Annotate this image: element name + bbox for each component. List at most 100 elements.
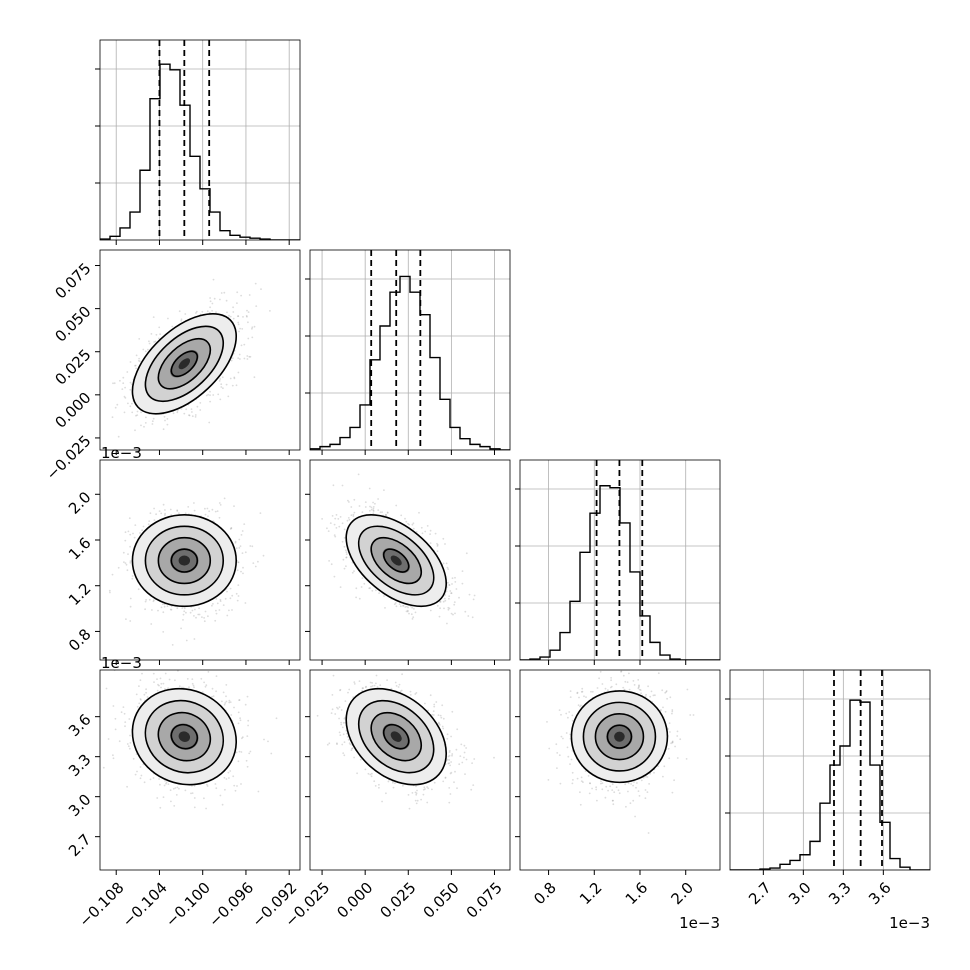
sample-point xyxy=(331,515,334,517)
sample-point xyxy=(172,787,175,790)
sample-point xyxy=(194,416,197,418)
sample-point xyxy=(208,421,211,424)
sample-point xyxy=(407,606,409,609)
sample-point xyxy=(139,360,141,363)
sample-point xyxy=(147,523,150,526)
contour-2 xyxy=(157,337,212,390)
sample-point xyxy=(124,539,127,542)
sample-point xyxy=(240,294,243,297)
sample-point xyxy=(148,342,151,345)
sample-point xyxy=(227,395,230,398)
sample-point xyxy=(176,510,179,512)
sample-point xyxy=(139,777,142,780)
histogram-step-1 xyxy=(310,275,510,450)
sample-point xyxy=(333,523,336,526)
sample-point xyxy=(241,552,244,554)
sample-point xyxy=(129,388,132,391)
sample-point xyxy=(153,507,156,510)
density-level-4 xyxy=(178,555,191,566)
sample-point xyxy=(133,536,136,539)
sample-point xyxy=(191,678,194,680)
sample-point xyxy=(439,601,442,603)
sample-point xyxy=(155,513,158,516)
sample-point xyxy=(454,581,457,583)
sample-point xyxy=(238,538,241,541)
sample-point xyxy=(163,605,166,608)
sample-point xyxy=(237,315,240,317)
sample-point xyxy=(220,386,223,388)
sample-point xyxy=(347,517,350,519)
sample-point xyxy=(364,506,367,508)
sample-point xyxy=(217,393,220,396)
sample-point xyxy=(335,527,338,529)
sample-point xyxy=(174,679,176,682)
sample-point xyxy=(206,310,209,313)
sample-point xyxy=(238,547,241,549)
sample-point xyxy=(421,532,424,535)
sample-point xyxy=(129,381,132,384)
sample-point xyxy=(241,328,244,330)
pair-content xyxy=(100,497,265,646)
sample-point xyxy=(429,609,432,612)
sample-point xyxy=(253,376,256,379)
sample-point xyxy=(183,607,186,610)
sample-point xyxy=(140,411,143,414)
sample-point xyxy=(192,684,195,687)
sample-point xyxy=(355,587,358,590)
sample-point xyxy=(164,512,167,515)
sample-point xyxy=(358,505,361,507)
sample-point xyxy=(138,685,140,687)
sample-point xyxy=(129,561,132,564)
sample-point xyxy=(185,408,188,411)
sample-point xyxy=(131,575,134,577)
sample-point xyxy=(351,571,354,574)
sample-point xyxy=(125,563,128,566)
sample-point xyxy=(186,678,189,680)
sample-point xyxy=(163,784,166,787)
sample-point xyxy=(224,788,226,791)
sample-point xyxy=(134,364,137,367)
sample-point xyxy=(411,523,414,526)
sample-point xyxy=(207,615,209,618)
sample-point xyxy=(211,604,213,607)
sample-point xyxy=(352,513,355,516)
sample-point xyxy=(395,605,398,608)
marginal-panel-3 xyxy=(725,669,931,871)
sample-point xyxy=(338,525,341,528)
contour-1 xyxy=(144,325,225,403)
sample-point xyxy=(436,542,438,545)
sample-point xyxy=(124,721,127,723)
sample-point xyxy=(165,782,167,785)
sample-point xyxy=(242,316,244,318)
sample-point xyxy=(467,615,470,617)
sample-point xyxy=(228,314,230,317)
sample-point xyxy=(229,528,232,530)
sample-point xyxy=(418,511,420,514)
sample-point xyxy=(154,340,157,343)
sample-point xyxy=(126,371,129,373)
sample-point xyxy=(145,599,148,601)
sample-point xyxy=(411,606,414,609)
sample-point xyxy=(465,552,468,555)
sample-point xyxy=(226,614,229,617)
sample-point xyxy=(109,591,111,594)
sample-point xyxy=(137,359,140,362)
sample-point xyxy=(129,361,132,363)
contour-1 xyxy=(357,525,435,596)
sample-point xyxy=(447,606,450,609)
density-level-4 xyxy=(390,555,402,566)
sample-point xyxy=(413,608,415,610)
sample-point xyxy=(205,394,208,397)
sample-point xyxy=(225,383,228,386)
sample-point xyxy=(408,523,410,526)
sample-point xyxy=(372,501,374,504)
sample-point xyxy=(240,783,242,785)
sample-point xyxy=(370,508,373,511)
sample-point xyxy=(237,584,240,586)
sample-point xyxy=(178,512,180,514)
sample-point xyxy=(129,533,132,536)
sample-point xyxy=(231,384,234,387)
sample-point xyxy=(157,609,159,612)
sample-point xyxy=(275,717,278,720)
sample-point xyxy=(405,610,408,613)
